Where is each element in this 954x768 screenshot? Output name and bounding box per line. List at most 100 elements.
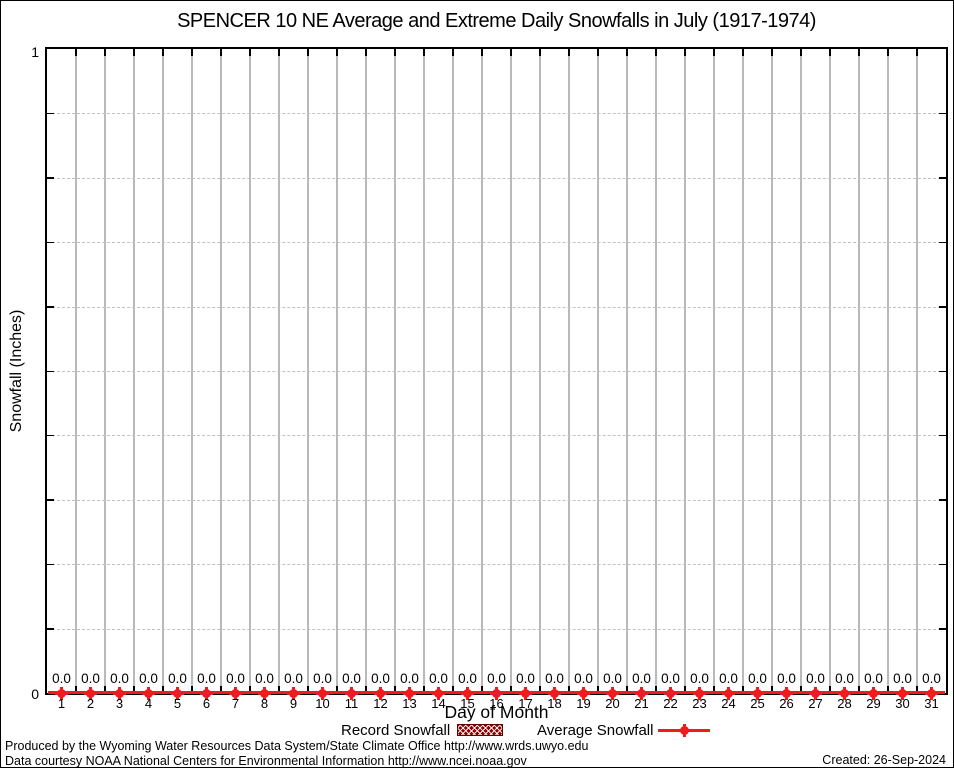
value-label-day-12: 0.0 [371,671,390,686]
x-tick-label-day-1: 1 [57,696,66,711]
y-tick-left [47,177,54,179]
x-tick-top [829,49,831,56]
x-tick-top [452,49,454,56]
x-tick-label-day-18: 18 [547,696,562,711]
x-tick-bottom [800,686,802,693]
value-label-day-14: 0.0 [429,671,448,686]
data-point-day-28 [838,686,851,700]
x-tick-top [75,49,77,56]
x-tick-bottom [771,686,773,693]
value-label-day-6: 0.0 [197,671,216,686]
data-point-day-7 [229,686,242,700]
data-point-day-16 [490,686,503,700]
data-point-day-5 [171,686,184,700]
value-label-day-2: 0.0 [81,671,100,686]
x-tick-bottom [684,686,686,693]
data-point-day-21 [635,686,648,700]
data-point-day-6 [200,686,213,700]
x-tick-top [104,49,106,56]
x-axis-title: Day of Month [444,702,549,722]
x-tick-bottom [133,686,135,693]
data-point-day-13 [403,686,416,700]
x-tick-label-day-26: 26 [779,696,794,711]
value-label-day-9: 0.0 [284,671,303,686]
x-tick-top [539,49,541,56]
x-tick-label-day-19: 19 [576,696,591,711]
data-point-day-14 [432,686,445,700]
data-point-day-18 [548,686,561,700]
y-tick-right [939,112,946,115]
data-point-day-4 [142,686,155,700]
value-label-day-4: 0.0 [139,671,158,686]
data-point-day-19 [577,686,590,700]
x-tick-bottom [510,686,512,693]
x-tick-label-day-30: 30 [895,696,910,711]
value-label-day-28: 0.0 [835,671,854,686]
data-point-day-29 [867,686,880,700]
x-tick-label-day-14: 14 [431,696,446,711]
data-point-day-31 [925,686,938,700]
y-axis-tick-label-min: 0 [31,686,39,702]
x-tick-top [307,49,309,56]
grid-line-horizontal [47,242,946,244]
grid-line-horizontal [47,435,946,437]
value-label-day-8: 0.0 [255,671,274,686]
x-tick-bottom [568,686,570,693]
x-tick-bottom [858,686,860,693]
data-point-day-11 [345,686,358,700]
x-tick-label-day-4: 4 [144,696,153,711]
x-tick-bottom [365,686,367,693]
x-tick-top [800,49,802,56]
x-tick-bottom [452,686,454,693]
x-tick-top [626,49,628,56]
data-point-day-22 [664,686,677,700]
y-tick-right [939,177,946,179]
y-tick-right [939,499,946,501]
value-label-day-17: 0.0 [516,671,535,686]
data-point-day-3 [113,686,126,700]
x-tick-label-day-24: 24 [721,696,736,711]
data-point-day-1 [55,686,68,700]
x-tick-label-day-9: 9 [289,696,298,711]
y-tick-left [47,499,54,501]
x-tick-bottom [713,686,715,693]
data-point-day-15 [461,686,474,700]
footer-attribution-wrds: Produced by the Wyoming Water Resources … [5,739,589,753]
grid-line-horizontal [47,499,946,501]
x-tick-top [191,49,193,56]
data-point-day-10 [316,686,329,700]
x-tick-label-day-17: 17 [518,696,533,711]
y-tick-left [47,628,54,630]
data-point-day-9 [287,686,300,700]
x-tick-label-day-21: 21 [634,696,649,711]
y-axis-title: Snowfall (Inches) [8,309,25,433]
x-tick-label-day-23: 23 [692,696,707,711]
grid-line-horizontal [47,371,946,372]
legend-label-record-snowfall: Record Snowfall [341,722,451,739]
x-tick-bottom [423,686,425,693]
x-tick-bottom [394,686,396,693]
data-point-day-25 [751,686,764,700]
x-tick-label-day-27: 27 [808,696,823,711]
value-label-day-31: 0.0 [922,671,941,686]
value-label-day-20: 0.0 [603,671,622,686]
data-point-day-26 [780,686,793,700]
y-tick-right [939,241,946,244]
x-tick-label-day-15: 15 [460,696,475,711]
value-label-day-18: 0.0 [545,671,564,686]
y-tick-right [939,306,946,308]
y-tick-left [47,112,54,115]
x-tick-bottom [597,686,599,693]
x-tick-label-day-10: 10 [315,696,330,711]
x-tick-label-day-2: 2 [86,696,95,711]
x-tick-label-day-29: 29 [866,696,881,711]
x-tick-bottom [191,686,193,693]
value-label-day-21: 0.0 [632,671,651,686]
y-tick-left [47,434,54,437]
x-tick-label-day-20: 20 [605,696,620,711]
x-tick-label-day-13: 13 [402,696,417,711]
created-date: Created: 26-Sep-2024 [822,753,946,767]
x-tick-top [249,49,251,56]
legend-swatch-record-snowfall-icon [457,724,503,736]
value-label-day-10: 0.0 [313,671,332,686]
